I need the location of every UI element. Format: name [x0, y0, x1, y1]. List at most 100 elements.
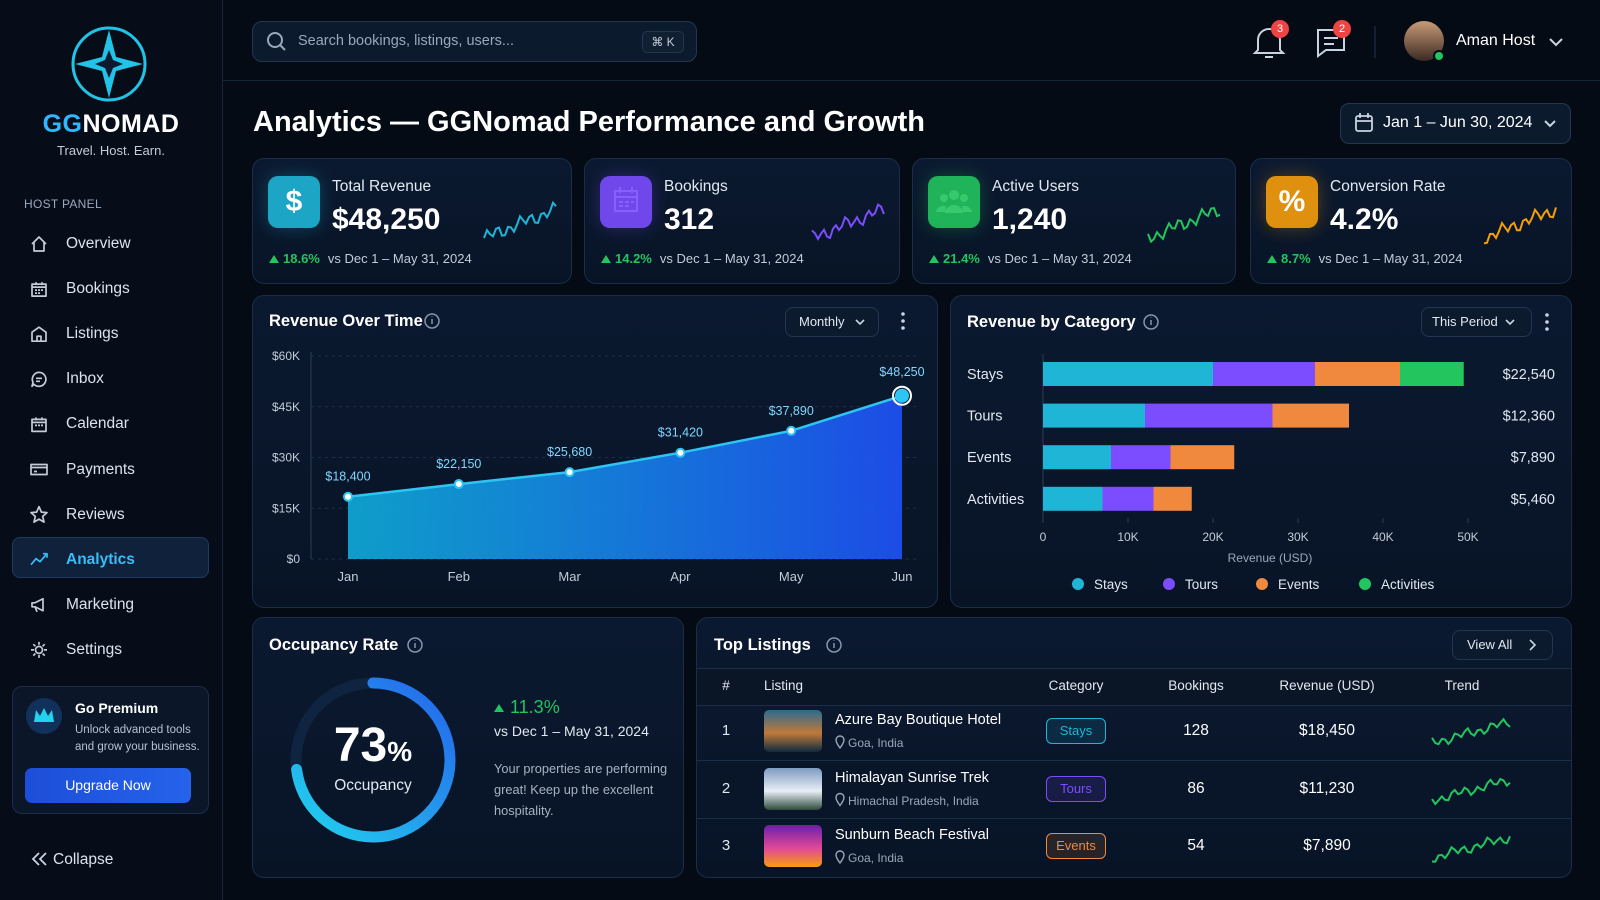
revenue: $11,230 — [1299, 779, 1355, 797]
brand-prefix: GG — [42, 110, 83, 138]
upgrade-button[interactable] — [25, 768, 191, 803]
kpi-compare: vs Dec 1 – May 31, 2024 — [1318, 251, 1463, 266]
brand-tagline: Travel. Host. Earn. — [57, 143, 165, 158]
panel-title: Top Listings — [714, 636, 811, 654]
listing-thumbnail — [764, 710, 822, 752]
bookings: 54 — [1187, 837, 1205, 854]
kpi-change-row: 14.2% vs Dec 1 – May 31, 2024 — [601, 251, 804, 266]
period-label[interactable]: This Period — [1432, 314, 1498, 329]
listing-name[interactable]: Azure Bay Boutique Hotel — [835, 712, 1002, 728]
up-arrow — [269, 254, 279, 263]
page-title: Analytics — GGNomad Performance and Grow… — [253, 106, 925, 138]
kpi-icon-box — [928, 176, 980, 228]
revenue: $7,890 — [1303, 837, 1351, 854]
listing-location: Goa, India — [848, 851, 904, 865]
rank: 2 — [721, 779, 731, 797]
occupancy-value: 73 — [333, 719, 388, 772]
shortcut: ⌘ K — [651, 35, 675, 49]
nav-item[interactable]: Reviews — [66, 505, 125, 523]
user-name[interactable]: Aman Host — [1456, 32, 1536, 49]
kpi-value: 1,240 — [992, 203, 1068, 236]
view-all-label[interactable]: View All — [1467, 637, 1513, 652]
search-placeholder[interactable]: Search bookings, listings, users... — [298, 33, 514, 49]
listing-location: Himachal Pradesh, India — [848, 793, 979, 808]
column-header: Revenue (USD) — [1279, 678, 1375, 693]
view-all-button[interactable] — [1452, 630, 1553, 660]
kpi-compare: vs Dec 1 – May 31, 2024 — [659, 251, 804, 266]
row-divider — [697, 818, 1571, 819]
kpi-icon: $ — [285, 185, 303, 218]
user-menu-chevron — [1549, 38, 1563, 47]
nav-item[interactable]: Listings — [66, 325, 119, 343]
panel-title: Occupancy Rate — [269, 636, 399, 654]
rank: 3 — [721, 837, 731, 854]
nav-item[interactable]: Calendar — [66, 415, 129, 433]
message-count: 2 — [1338, 23, 1346, 35]
shortcut-key — [642, 31, 684, 53]
kpi-change-row: 8.7% vs Dec 1 – May 31, 2024 — [1267, 251, 1462, 266]
row-divider — [697, 760, 1571, 761]
listing-thumbnail — [764, 767, 822, 810]
date-range-picker[interactable] — [1340, 103, 1571, 144]
nav-item[interactable]: Bookings — [66, 280, 130, 298]
rank: 1 — [721, 722, 731, 739]
kpi-icon-box — [268, 176, 320, 228]
table-header-band — [697, 668, 1571, 706]
revenue-by-category-panel — [950, 295, 1572, 608]
bookings: 128 — [1183, 722, 1209, 739]
nav-item[interactable]: Overview — [66, 235, 131, 252]
period-label[interactable]: Monthly — [799, 314, 845, 329]
kpi-value: 312 — [664, 203, 715, 236]
up-arrow — [601, 254, 611, 263]
occupancy-change: 11.3% — [510, 697, 560, 717]
listing-name[interactable]: Himalayan Sunrise Trek — [835, 769, 989, 786]
header-bar — [223, 80, 1600, 81]
column-header: Trend — [1444, 678, 1480, 693]
kpi-change: 14.2% — [615, 251, 652, 266]
column-header: Listing — [764, 678, 804, 693]
occupancy-figure: 73% — [293, 718, 453, 773]
avatar — [1404, 21, 1444, 61]
kpi-icon-box — [600, 176, 652, 228]
listing-location: Goa, India — [848, 736, 904, 750]
kpi-change: 18.6% — [283, 251, 320, 266]
nav-item[interactable]: Inbox — [66, 370, 104, 388]
premium-text: Unlock advanced tools and grow your busi… — [75, 724, 200, 753]
chart-title: Revenue by Category — [967, 313, 1136, 331]
nav-section: HOST PANEL — [24, 197, 102, 211]
date-range[interactable]: Jan 1 – Jun 30, 2024 — [1383, 114, 1533, 131]
column-header: Category — [1048, 678, 1104, 693]
nav-item[interactable]: Analytics — [66, 550, 135, 568]
revenue-over-time-panel — [252, 295, 938, 608]
premium-title: Go Premium — [75, 700, 159, 716]
search-box[interactable] — [252, 21, 697, 62]
collapse[interactable]: Collapse — [53, 851, 114, 868]
kpi-icon-box — [1266, 176, 1318, 228]
kpi-label: Conversion Rate — [1330, 178, 1446, 195]
up-arrow — [1267, 254, 1277, 263]
category-tag: Stays — [1046, 718, 1106, 744]
kpi-compare: vs Dec 1 – May 31, 2024 — [987, 251, 1132, 266]
chart-title: Revenue Over Time — [269, 312, 423, 330]
column-header: # — [722, 678, 730, 693]
kpi-icon: % — [1278, 185, 1306, 218]
revenue: $18,450 — [1298, 722, 1356, 739]
occupancy-label: Occupancy — [334, 777, 412, 794]
occupancy-unit: % — [387, 736, 413, 767]
category-tag: Tours — [1046, 775, 1106, 802]
notification-count: 3 — [1276, 23, 1284, 35]
kpi-label: Bookings — [664, 178, 728, 195]
kpi-change: 8.7% — [1281, 251, 1311, 266]
brand-name: NOMAD — [82, 110, 180, 138]
nav-item[interactable]: Settings — [66, 640, 123, 658]
nav-item[interactable]: Payments — [66, 460, 135, 478]
kpi-change-row: 21.4% vs Dec 1 – May 31, 2024 — [929, 251, 1132, 266]
listing-name[interactable]: Sunburn Beach Festival — [835, 827, 989, 843]
bookings: 86 — [1187, 779, 1205, 797]
nav-item[interactable]: Marketing — [66, 595, 135, 613]
kpi-change-row: 18.6% vs Dec 1 – May 31, 2024 — [269, 251, 472, 266]
category-tag: Events — [1046, 833, 1106, 859]
upgrade-label[interactable]: Upgrade Now — [65, 777, 151, 793]
kpi-compare: vs Dec 1 – May 31, 2024 — [327, 251, 472, 266]
